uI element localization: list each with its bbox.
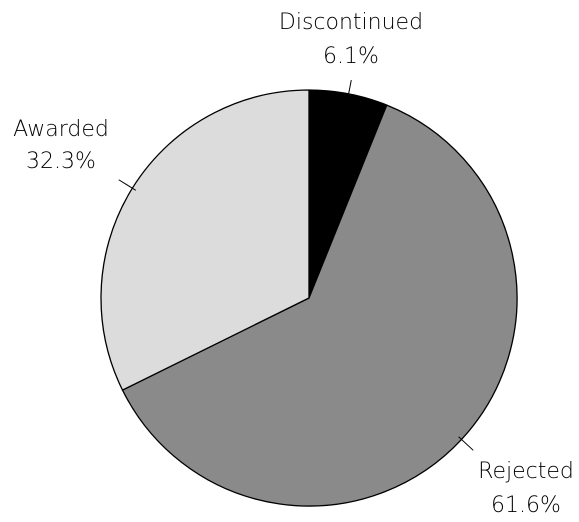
slice-name-awarded: Awarded xyxy=(13,117,109,142)
leader-line-discontinued xyxy=(347,79,352,98)
slice-label-discontinued: Discontinued 6.1% xyxy=(279,10,423,69)
leader-line-rejected xyxy=(458,436,474,451)
slice-label-rejected: Rejected 61.6% xyxy=(478,459,574,518)
leader-lines xyxy=(118,79,474,451)
slice-percent-discontinued: 6.1% xyxy=(323,44,379,69)
slice-name-discontinued: Discontinued xyxy=(279,10,423,35)
slice-percent-rejected: 61.6% xyxy=(491,493,561,518)
slice-percent-awarded: 32.3% xyxy=(26,149,96,174)
slice-label-awarded: Awarded 32.3% xyxy=(13,117,109,174)
leader-line-awarded xyxy=(118,179,136,191)
slice-name-rejected: Rejected xyxy=(478,459,574,484)
pie-slices xyxy=(100,89,518,507)
